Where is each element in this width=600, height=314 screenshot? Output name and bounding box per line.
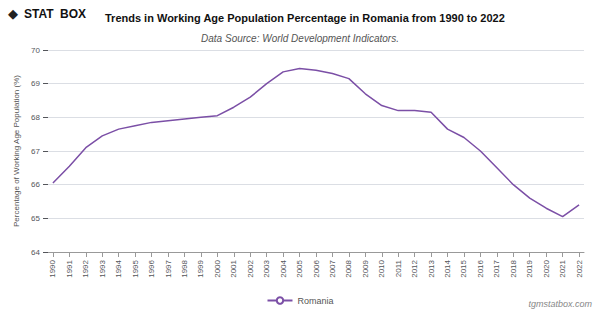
svg-text:68: 68 <box>31 113 40 122</box>
svg-text:1999: 1999 <box>196 259 205 277</box>
svg-text:2014: 2014 <box>443 259 452 277</box>
svg-text:2011: 2011 <box>394 259 403 277</box>
svg-text:2020: 2020 <box>542 259 551 277</box>
svg-text:1994: 1994 <box>114 259 123 277</box>
svg-text:65: 65 <box>31 214 40 223</box>
svg-text:2000: 2000 <box>213 259 222 277</box>
svg-text:Data Source: World Development: Data Source: World Development Indicator… <box>201 33 399 44</box>
svg-text:1991: 1991 <box>65 259 74 277</box>
svg-text:70: 70 <box>31 46 40 55</box>
svg-text:2004: 2004 <box>279 259 288 277</box>
svg-text:Romania: Romania <box>297 296 333 306</box>
svg-text:1998: 1998 <box>180 259 189 277</box>
svg-text:2018: 2018 <box>509 259 518 277</box>
svg-text:66: 66 <box>31 180 40 189</box>
svg-text:2007: 2007 <box>328 259 337 277</box>
svg-text:2022: 2022 <box>575 259 584 277</box>
svg-text:1995: 1995 <box>131 259 140 277</box>
svg-text:69: 69 <box>31 79 40 88</box>
svg-text:2016: 2016 <box>476 259 485 277</box>
svg-text:◆: ◆ <box>8 6 18 21</box>
svg-text:2008: 2008 <box>344 259 353 277</box>
svg-text:2010: 2010 <box>377 259 386 277</box>
svg-text:tgmstatbox.com: tgmstatbox.com <box>528 299 592 309</box>
svg-text:2021: 2021 <box>558 259 567 277</box>
svg-text:2015: 2015 <box>459 259 468 277</box>
svg-text:Trends in Working Age Populati: Trends in Working Age Population Percent… <box>105 12 505 24</box>
svg-text:2003: 2003 <box>262 259 271 277</box>
svg-text:2009: 2009 <box>361 259 370 277</box>
svg-text:Percentage of Working Age Popu: Percentage of Working Age Population (%) <box>12 75 21 227</box>
svg-text:2019: 2019 <box>525 259 534 277</box>
svg-text:64: 64 <box>31 248 40 257</box>
svg-text:STAT: STAT <box>24 7 54 21</box>
svg-text:2002: 2002 <box>246 259 255 277</box>
svg-text:2005: 2005 <box>295 259 304 277</box>
svg-text:1990: 1990 <box>48 259 57 277</box>
svg-text:67: 67 <box>31 147 40 156</box>
svg-text:1992: 1992 <box>81 259 90 277</box>
svg-text:2012: 2012 <box>410 259 419 277</box>
svg-text:1997: 1997 <box>164 259 173 277</box>
svg-text:2013: 2013 <box>427 259 436 277</box>
svg-text:2001: 2001 <box>229 259 238 277</box>
svg-text:1996: 1996 <box>147 259 156 277</box>
svg-text:2006: 2006 <box>312 259 321 277</box>
svg-text:2017: 2017 <box>492 259 501 277</box>
svg-text:BOX: BOX <box>60 7 86 21</box>
svg-text:1993: 1993 <box>98 259 107 277</box>
